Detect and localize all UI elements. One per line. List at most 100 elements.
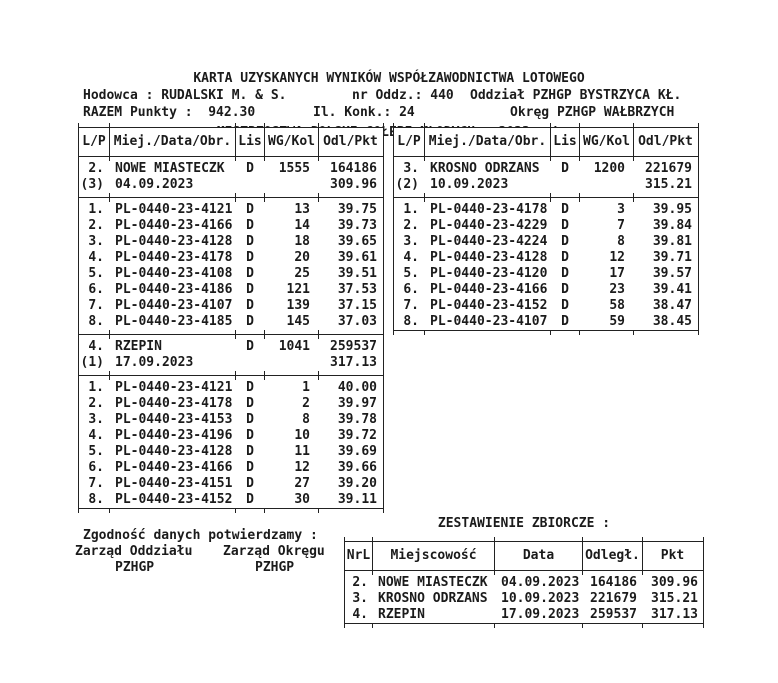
date-cell: 10.09.2023: [430, 177, 509, 192]
confirmation-text: Zgodność danych potwierdzamy :: [83, 528, 318, 543]
lp-cell: 7.: [403, 298, 419, 313]
wg-cell: 18: [294, 234, 310, 249]
result-row: 4. PL-0440-23-4196 D 10 39.72: [79, 428, 383, 444]
ring-cell: PL-0440-23-4178: [115, 396, 233, 411]
wg-cell: 7: [617, 218, 625, 233]
branch-board-label: Zarząd Oddziału: [75, 544, 193, 559]
nrl-cell: 3.: [352, 591, 368, 606]
result-row: 7. PL-0440-23-4107 D 139 37.15: [79, 298, 383, 314]
lp-cell: 4.: [88, 339, 104, 354]
lis-cell: D: [561, 218, 569, 233]
lp-cell: 1.: [88, 380, 104, 395]
ring-cell: PL-0440-23-4186: [115, 282, 233, 297]
lp-cell: 8.: [88, 314, 104, 329]
column-header-row: L/P Miej./Data/Obr. Lis WG/Kol Odl/Pkt: [394, 128, 698, 157]
odl-cell: 259537: [330, 339, 377, 354]
odl-cell: 39.95: [652, 202, 692, 217]
table-rule: [344, 537, 704, 541]
lis-cell: D: [561, 234, 569, 249]
lis-cell: D: [246, 298, 254, 313]
rank-cell: (2): [395, 177, 419, 192]
empty-cell: [265, 177, 319, 193]
district-board-label: Zarząd Okręgu: [223, 544, 325, 559]
col-header-odl: Odl/Pkt: [638, 134, 693, 149]
table-rule: [393, 123, 699, 127]
pkt-cell: 317.13: [330, 355, 377, 370]
result-row: 8. PL-0440-23-4152 D 30 39.11: [79, 492, 383, 508]
odl-cell: 38.45: [652, 314, 692, 329]
empty-cell: [551, 177, 580, 193]
lis-cell: D: [246, 444, 254, 459]
ring-cell: PL-0440-23-4166: [115, 460, 233, 475]
lis-cell: D: [561, 266, 569, 281]
empty-cell: [580, 177, 634, 193]
points-cell: 309.96: [651, 575, 698, 590]
date-cell: 17.09.2023: [115, 355, 194, 370]
ring-cell: PL-0440-23-4229: [430, 218, 548, 233]
odl-cell: 39.20: [337, 476, 377, 491]
distance-cell: 221679: [590, 591, 637, 606]
section-header-row-2: (1) 17.09.2023 317.13: [79, 355, 383, 371]
ring-cell: PL-0440-23-4107: [115, 298, 233, 313]
nrl-cell: 4.: [352, 607, 368, 622]
ring-cell: PL-0440-23-4152: [115, 492, 233, 507]
wg-cell: 2: [302, 396, 310, 411]
ring-cell: PL-0440-23-4128: [115, 444, 233, 459]
results-table-left: L/P Miej./Data/Obr. Lis WG/Kol Odl/Pkt 2…: [78, 123, 384, 513]
ring-cell: PL-0440-23-4185: [115, 314, 233, 329]
col-header-odl: Odl/Pkt: [323, 134, 378, 149]
lp-cell: 5.: [88, 266, 104, 281]
wg-cell: 20: [294, 250, 310, 265]
ring-cell: PL-0440-23-4151: [115, 476, 233, 491]
date-cell: 04.09.2023: [115, 177, 194, 192]
table-rule: [394, 193, 698, 198]
rank-cell: (3): [80, 177, 104, 192]
place-cell: KROSNO ODRZAŃS: [378, 591, 488, 606]
odl-cell: 39.11: [337, 492, 377, 507]
breeder-name: Hodowca : RUDALSKI M. & S.: [83, 88, 287, 103]
summary-header-row: NrL Miejscowość Data Odległ. Pkt: [345, 542, 703, 571]
odl-cell: 39.73: [337, 218, 377, 233]
branch-board-org: PZHGP: [115, 560, 155, 575]
lp-cell: 2.: [88, 396, 104, 411]
lis-cell: D: [561, 202, 569, 217]
odl-cell: 164186: [330, 161, 377, 176]
lp-cell: 3.: [88, 412, 104, 427]
col-header-lis: Lis: [551, 128, 580, 156]
result-row: 2. PL-0440-23-4178 D 2 39.97: [79, 396, 383, 412]
distance-cell: 164186: [590, 575, 637, 590]
col-header-miej: Miej./Data/Obr.: [110, 128, 236, 156]
rank-cell: (1): [80, 355, 104, 370]
section-header-row-2: (3) 04.09.2023 309.96: [79, 177, 383, 193]
wg-cell: 13: [294, 202, 310, 217]
wg-cell: 1: [302, 380, 310, 395]
summary-row: 4. RZEPIN 17.09.2023 259537 317.13: [345, 607, 703, 623]
table-rule: [79, 376, 383, 380]
table-rule: [394, 157, 698, 161]
lis-cell: D: [561, 282, 569, 297]
wg-cell: 8: [617, 234, 625, 249]
col-header-lis: Lis: [236, 128, 265, 156]
result-row: 6. PL-0440-23-4166 D 23 39.41: [394, 282, 698, 298]
wg-cell: 12: [294, 460, 310, 475]
col-header-miej: Miej./Data/Obr.: [425, 128, 551, 156]
lp-cell: 1.: [403, 202, 419, 217]
table-rule: [78, 123, 384, 127]
lp-cell: 5.: [88, 444, 104, 459]
district-name: Okręg PZHGP WAŁBRZYCH: [510, 105, 675, 120]
lp-cell: 2.: [403, 218, 419, 233]
lis-cell: D: [246, 218, 254, 233]
col-header-miejscowosc: Miejscowość: [373, 542, 495, 570]
result-row: 6. PL-0440-23-4186 D 121 37.53: [79, 282, 383, 298]
result-row: 5. PL-0440-23-4108 D 25 39.51: [79, 266, 383, 282]
wg-cell: 12: [609, 250, 625, 265]
odl-cell: 39.75: [337, 202, 377, 217]
branch-number: nr Oddz.: 440: [352, 88, 454, 103]
date-cell: 10.09.2023: [501, 591, 580, 606]
lis-cell: D: [246, 380, 254, 395]
result-row: 5. PL-0440-23-4120 D 17 39.57: [394, 266, 698, 282]
wg-cell: 8: [302, 412, 310, 427]
wg-cell: 27: [294, 476, 310, 491]
results-table-left-body: L/P Miej./Data/Obr. Lis WG/Kol Odl/Pkt 2…: [78, 127, 384, 509]
